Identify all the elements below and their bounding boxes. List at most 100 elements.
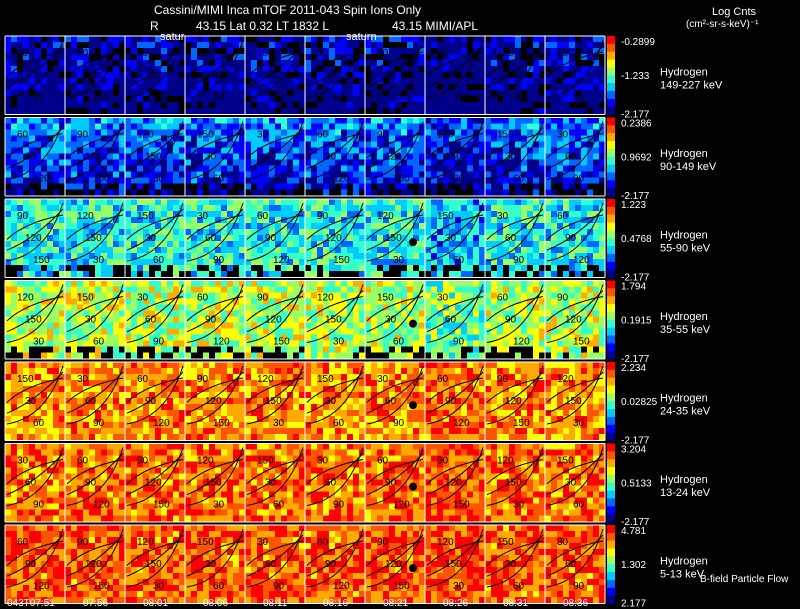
heatmap-cell xyxy=(317,96,323,102)
heatmap-cell xyxy=(323,205,329,211)
heatmap-cell xyxy=(551,147,557,154)
heatmap-cell xyxy=(89,265,95,271)
heatmap-cell xyxy=(245,280,251,287)
contour-line xyxy=(306,208,364,251)
heatmap-cell xyxy=(539,135,545,142)
heatmap-cell xyxy=(377,165,383,172)
heatmap-cell xyxy=(227,265,233,271)
heatmap-cell xyxy=(203,352,209,359)
heatmap-cell xyxy=(59,241,65,247)
heatmap-cell xyxy=(539,205,545,211)
heatmap-cell xyxy=(377,66,383,72)
heatmap-cell xyxy=(341,189,347,196)
contour-label: 30 xyxy=(513,92,525,103)
heatmap-cell xyxy=(599,72,605,78)
heatmap-cell xyxy=(383,78,389,84)
heatmap-cell xyxy=(161,205,167,211)
heatmap-cell xyxy=(341,84,347,90)
heatmap-cell xyxy=(449,36,455,42)
heatmap-cell xyxy=(11,42,17,48)
heatmap-cell xyxy=(281,223,287,229)
heatmap-cell xyxy=(413,123,419,130)
heatmap-cell xyxy=(377,54,383,60)
heatmap-cell xyxy=(521,96,527,102)
heatmap-cell xyxy=(71,292,77,299)
heatmap-cell xyxy=(41,189,47,196)
heatmap-cell xyxy=(125,310,131,317)
heatmap-cell xyxy=(89,271,95,277)
heatmap-cell xyxy=(47,271,53,277)
heatmap-cell xyxy=(317,129,323,136)
heatmap-cell xyxy=(251,42,257,48)
heatmap-cell xyxy=(485,265,491,271)
heatmap-cell xyxy=(563,135,569,142)
heatmap-cell xyxy=(113,72,119,78)
heatmap-cell xyxy=(83,211,89,217)
heatmap-cell xyxy=(41,310,47,317)
heatmap-cell xyxy=(413,141,419,148)
heatmap-cell xyxy=(53,199,59,205)
heatmap-cell xyxy=(521,129,527,136)
heatmap-cell xyxy=(443,129,449,136)
heatmap-cell xyxy=(509,265,515,271)
heatmap-cell xyxy=(491,199,497,205)
heatmap-cell xyxy=(269,135,275,142)
heatmap-cell xyxy=(371,147,377,154)
colorbar-segment xyxy=(607,121,615,126)
heatmap-cell xyxy=(29,96,35,102)
heatmap-cell xyxy=(329,102,335,108)
heatmap-cell xyxy=(179,183,185,190)
heatmap-cell xyxy=(419,265,425,271)
colorbar-segment xyxy=(607,230,615,235)
heatmap-cell xyxy=(197,217,203,223)
heatmap-cell xyxy=(155,280,161,287)
heatmap-cell xyxy=(41,159,47,166)
heatmap-cell xyxy=(203,334,209,341)
heatmap-cell xyxy=(89,36,95,42)
contour-label: 120 xyxy=(77,211,94,222)
heatmap-cell xyxy=(527,123,533,130)
heatmap-cell xyxy=(371,183,377,190)
heatmap-cell xyxy=(179,66,185,72)
heatmap-cell xyxy=(269,66,275,72)
heatmap-cell xyxy=(107,171,113,178)
contour-label: 30 xyxy=(565,70,577,81)
heatmap-cell xyxy=(407,159,413,166)
heatmap-cell xyxy=(65,48,71,54)
heatmap-cell xyxy=(473,102,479,108)
heatmap-cell xyxy=(71,316,77,323)
heatmap-cell xyxy=(77,84,83,90)
heatmap-cell xyxy=(11,298,17,305)
heatmap-cell xyxy=(527,117,533,124)
heatmap-cell xyxy=(287,78,293,84)
heatmap-cell xyxy=(239,304,245,311)
heatmap-cell xyxy=(125,117,131,124)
heatmap-cell xyxy=(209,304,215,311)
heatmap-cell xyxy=(305,108,311,114)
heatmap-cell xyxy=(23,199,29,205)
heatmap-cell xyxy=(341,117,347,124)
heatmap-cell xyxy=(335,129,341,136)
heatmap-cell xyxy=(179,78,185,84)
heatmap-cell xyxy=(311,334,317,341)
heatmap-cell xyxy=(425,102,431,108)
heatmap-cell xyxy=(353,84,359,90)
heatmap-cell xyxy=(197,346,203,353)
heatmap-cell xyxy=(401,141,407,148)
heatmap-cell xyxy=(449,177,455,184)
heatmap-cell xyxy=(353,334,359,341)
heatmap-cell xyxy=(563,48,569,54)
heatmap-cell xyxy=(179,60,185,66)
heatmap-cell xyxy=(173,189,179,196)
heatmap-cell xyxy=(95,340,101,347)
heatmap-cell xyxy=(59,310,65,317)
heatmap-cell xyxy=(113,304,119,311)
colorbar-segment xyxy=(607,75,615,80)
heatmap-cell xyxy=(257,223,263,229)
heatmap-cell xyxy=(509,247,515,253)
heatmap-cell xyxy=(305,78,311,84)
heatmap-cell xyxy=(467,223,473,229)
heatmap-cell xyxy=(227,72,233,78)
heatmap-cell xyxy=(467,171,473,178)
heatmap-cell xyxy=(11,229,17,235)
